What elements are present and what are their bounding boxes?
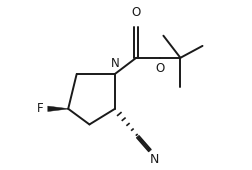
Text: F: F bbox=[37, 102, 43, 115]
Text: N: N bbox=[150, 153, 160, 166]
Polygon shape bbox=[48, 106, 68, 112]
Text: O: O bbox=[132, 6, 141, 19]
Text: N: N bbox=[111, 57, 119, 70]
Text: O: O bbox=[155, 62, 165, 75]
